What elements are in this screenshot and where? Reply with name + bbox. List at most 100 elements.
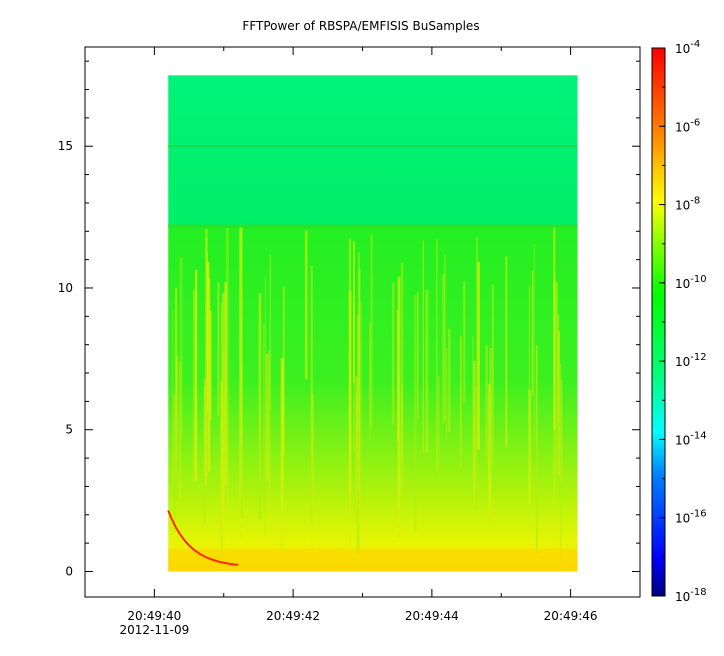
chorus-streak — [311, 394, 314, 552]
y-tick-label: 5 — [65, 423, 73, 437]
y-tick-label: 15 — [58, 139, 73, 153]
chorus-streak — [463, 280, 466, 403]
chorus-streak — [220, 381, 223, 533]
chorus-streak — [172, 309, 174, 487]
x-tick-label: 20:49:40 — [127, 609, 181, 623]
chorus-streak — [268, 350, 271, 523]
chorus-streak — [217, 282, 220, 416]
x-tick-label: 20:49:44 — [405, 609, 459, 623]
chorus-streak — [258, 293, 262, 520]
chorus-streak — [422, 240, 424, 453]
chorus-streak — [204, 385, 208, 487]
y-tick-label: 0 — [65, 564, 73, 578]
chorus-streak — [401, 383, 403, 461]
chorus-streaks — [168, 225, 578, 572]
chorus-streak — [473, 360, 476, 509]
chorus-streak — [304, 230, 308, 380]
colorbar-tick-label: 10-10 — [675, 274, 707, 291]
chorus-streak — [476, 237, 478, 451]
chorus-streak — [222, 293, 225, 543]
chorus-streak — [445, 347, 448, 440]
chorus-streak — [531, 271, 534, 396]
chorus-streak — [560, 380, 563, 483]
x-axis: 20:49:40 20:49:42 20:49:44 20:49:46 — [84, 47, 641, 623]
colorbar-tick-label: 10-4 — [675, 39, 700, 56]
chorus-streak — [225, 227, 229, 520]
chorus-streak — [179, 361, 182, 500]
chorus-streak — [269, 254, 271, 410]
chorus-streak — [477, 261, 480, 450]
colorbar-tick-label: 10-16 — [675, 509, 707, 526]
chorus-streak — [209, 311, 212, 420]
chorus-streak — [460, 336, 462, 469]
chorus-streak — [205, 237, 208, 409]
colorbar-tick-label: 10-18 — [675, 587, 707, 604]
colorbar-tick-label: 10-8 — [675, 196, 700, 213]
chorus-streak — [179, 257, 183, 439]
chorus-streak — [472, 336, 474, 509]
chorus-streak — [175, 356, 179, 501]
chorus-streak — [559, 363, 562, 563]
x-tick-label: 20:49:42 — [266, 609, 320, 623]
chorus-streak — [417, 292, 419, 419]
chorus-streak — [203, 377, 206, 524]
chorus-streak — [263, 323, 265, 514]
chorus-streak — [370, 234, 373, 426]
chorus-streak — [555, 281, 558, 474]
line-15 — [168, 145, 578, 148]
chorus-streak — [208, 286, 210, 415]
x-date-label: 2012-11-09 — [120, 623, 190, 637]
chorus-streak — [360, 301, 362, 471]
chorus-streak — [265, 353, 269, 481]
spectrogram-image — [167, 75, 578, 572]
chorus-streak — [553, 225, 556, 430]
chart-title: FFTPower of RBSPA/EMFISIS BuSamples — [242, 19, 479, 33]
chorus-streak — [414, 295, 417, 532]
chorus-streak — [436, 238, 438, 472]
chorus-streak — [535, 345, 538, 554]
chorus-streak — [528, 285, 531, 443]
colorbar-axis: 10-4 10-6 10-8 10-10 10-12 10-14 10-16 10-18 — [659, 39, 707, 604]
chorus-streak — [193, 289, 197, 482]
chorus-streak — [492, 284, 494, 467]
chorus-streak — [356, 314, 360, 555]
chorus-streak — [310, 265, 313, 523]
colorbar-tick-label: 10-12 — [675, 352, 707, 369]
chorus-streak — [400, 262, 404, 495]
chorus-streak — [280, 358, 284, 554]
colorbar-tick-label: 10-6 — [675, 117, 700, 134]
colorbar-tick-label: 10-14 — [675, 430, 707, 447]
chorus-streak — [533, 243, 535, 455]
chorus-streak — [173, 394, 176, 532]
low-freq-curve — [167, 510, 239, 566]
x-tick-label: 20:49:46 — [544, 609, 598, 623]
chorus-streak — [224, 281, 228, 486]
chorus-streak — [348, 238, 352, 567]
chorus-streak — [353, 241, 355, 383]
y-axis: 0 5 10 15 — [58, 60, 640, 578]
chorus-streak — [195, 270, 198, 481]
lower-band — [168, 225, 578, 572]
chorus-streak — [528, 389, 532, 505]
chorus-streak — [353, 301, 355, 453]
chorus-streak — [489, 348, 492, 475]
chorus-streak — [358, 269, 361, 532]
chorus-streak — [283, 286, 285, 456]
chorus-streak — [485, 345, 488, 464]
chorus-streak — [240, 363, 243, 519]
chorus-streak — [391, 282, 395, 425]
band-boundary — [168, 224, 578, 228]
chorus-streak — [397, 276, 401, 538]
chorus-streak — [441, 274, 446, 424]
chorus-streak — [505, 256, 508, 448]
chorus-streak — [264, 276, 266, 535]
chorus-streak — [357, 375, 360, 467]
chorus-streak — [369, 322, 371, 440]
low-frequency-noise — [168, 548, 578, 572]
upper-band — [168, 75, 578, 226]
chorus-streak — [425, 289, 429, 453]
y-tick-label: 10 — [58, 281, 73, 295]
chorus-streak — [437, 376, 440, 482]
chorus-streak — [447, 328, 451, 432]
